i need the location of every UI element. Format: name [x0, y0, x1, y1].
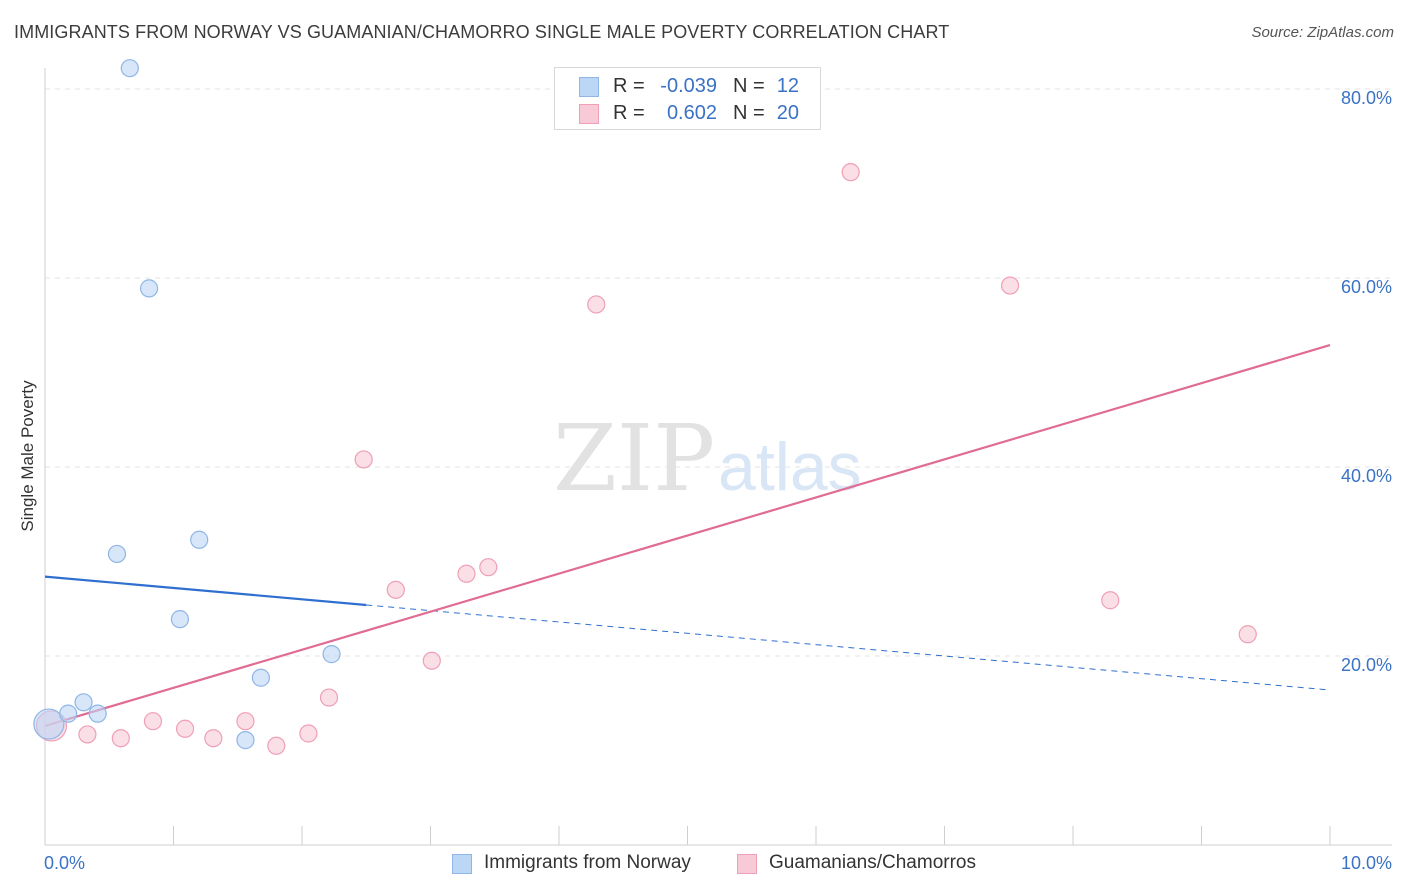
guamanian-point [386, 580, 405, 599]
r-value: 0.602 [666, 102, 717, 124]
norway-trend-extension [366, 604, 1331, 691]
norway-point [120, 59, 139, 78]
norway-point [322, 645, 341, 664]
guamanian-point [422, 651, 441, 670]
x-tick-label: 0.0% [44, 853, 85, 873]
norway-point [190, 530, 209, 549]
guamanian-point [587, 295, 606, 314]
tick-layer: 20.0% 40.0% 60.0% 80.0% 0.0% 10.0% [44, 88, 1392, 873]
watermark-zip: ZIP [553, 405, 715, 512]
n-label: N = [733, 75, 765, 97]
guamanian-point [299, 724, 318, 743]
norway-point [139, 279, 159, 298]
norway-point [33, 708, 65, 740]
y-tick-label: 20.0% [1341, 655, 1392, 675]
guamanian-swatch [737, 854, 757, 874]
guamanian-point [236, 712, 255, 731]
guamanian-trend-line [44, 344, 1331, 727]
trend-layer [44, 344, 1331, 727]
norway-point [236, 731, 255, 750]
norway-trend-line [44, 575, 367, 607]
r-label: R = [613, 75, 645, 97]
guamanian-point [479, 558, 498, 577]
points-layer [33, 59, 1257, 755]
norway-point [251, 668, 270, 687]
chart-title: IMMIGRANTS FROM NORWAY VS GUAMANIAN/CHAM… [14, 22, 950, 42]
norway-point [88, 704, 107, 723]
guamanian-point [354, 450, 373, 469]
guamanian-point [175, 719, 195, 738]
axis-layer [44, 68, 1392, 846]
guamanian-point [204, 729, 223, 748]
norway-point [74, 693, 93, 712]
guamanian-point [1101, 591, 1120, 610]
guamanian-point [457, 564, 476, 583]
guamanian-point [267, 736, 286, 755]
norway-point [59, 704, 78, 723]
r-value: -0.039 [660, 75, 717, 97]
r-label: R = [613, 102, 645, 124]
n-value: 12 [776, 75, 799, 97]
norway-point [170, 610, 190, 629]
n-value: 20 [776, 102, 799, 124]
guamanian-series-name: Guamanians/Chamorros [769, 852, 976, 873]
x-tick-label: 10.0% [1341, 853, 1392, 873]
guamanian-point [841, 163, 860, 182]
n-label: N = [733, 102, 765, 124]
guamanian-point [111, 729, 130, 748]
y-tick-label: 80.0% [1341, 88, 1392, 108]
norway-series-name: Immigrants from Norway [484, 852, 691, 873]
guamanian-point [1238, 625, 1257, 644]
norway-swatch [452, 854, 472, 874]
stats-legend: R = -0.039 N = 12 R = 0.602 N = 20 [554, 67, 821, 130]
guamanian-point [319, 688, 339, 707]
y-tick-label: 60.0% [1341, 277, 1392, 297]
norway-point [107, 544, 127, 564]
guamanian-swatch [579, 104, 599, 124]
guamanian-point [78, 725, 97, 744]
y-tick-label: 40.0% [1341, 466, 1392, 486]
source-label: Source: ZipAtlas.com [1251, 24, 1394, 41]
grid-layer [45, 88, 1392, 657]
y-axis-label: Single Male Poverty [18, 380, 37, 532]
guamanian-point [143, 712, 163, 731]
watermark-atlas: atlas [718, 429, 862, 505]
norway-swatch [579, 77, 599, 97]
guamanian-point [1000, 276, 1020, 295]
